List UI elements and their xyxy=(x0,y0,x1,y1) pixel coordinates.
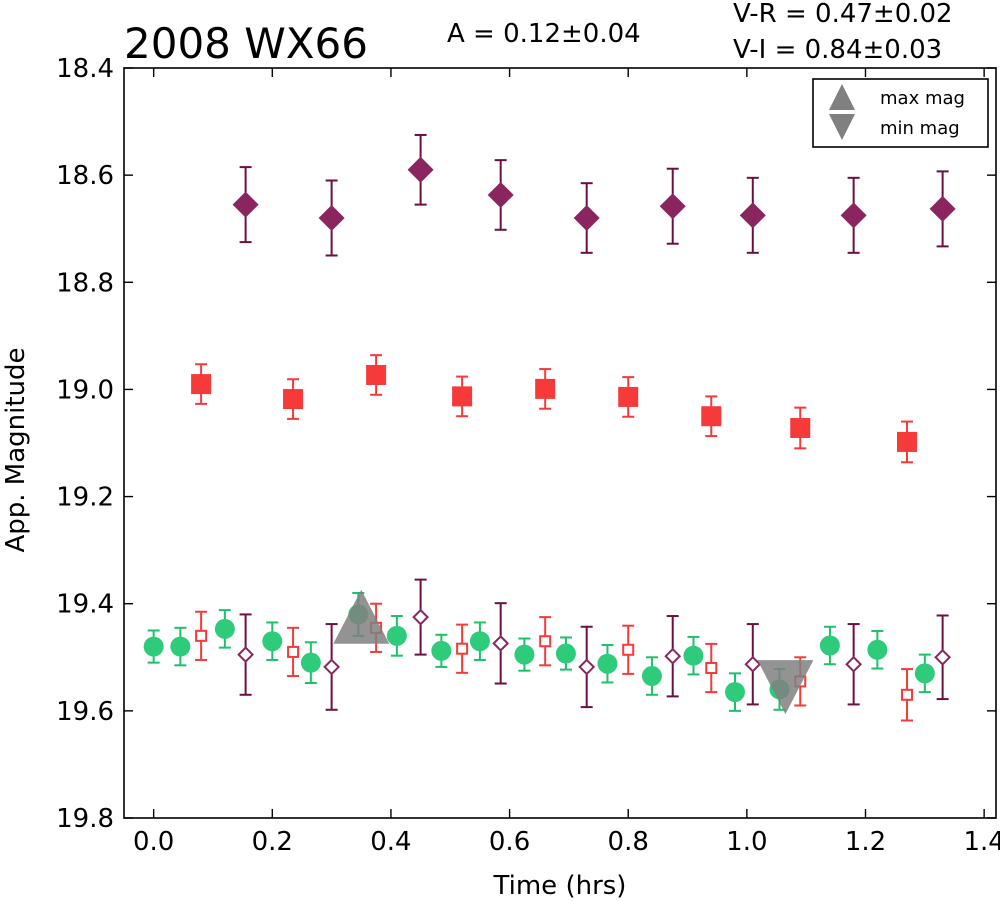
legend-min-mag-marker xyxy=(829,114,855,140)
diamond-point xyxy=(659,193,686,220)
x-tick-label: 0.2 xyxy=(252,827,293,857)
plot-frame xyxy=(123,67,997,819)
open-square-point xyxy=(195,629,208,642)
diamond-point xyxy=(840,202,867,229)
circle-point xyxy=(914,663,935,684)
max-mag-marker xyxy=(333,589,390,644)
circle-point xyxy=(262,631,283,652)
y-tick-label: 18.8 xyxy=(56,268,114,298)
x-tick-label: 0.6 xyxy=(489,827,530,857)
open-square-point xyxy=(622,643,635,656)
x-tick-label: 0.8 xyxy=(608,827,649,857)
square-point xyxy=(366,364,387,385)
diamond-point xyxy=(318,205,345,231)
open-diamond-point xyxy=(492,634,510,652)
diamond-point xyxy=(929,195,956,222)
legend-max-mag-marker xyxy=(829,84,855,110)
y-axis-label: App. Magnitude xyxy=(1,347,31,552)
legend-min-mag-label: min mag xyxy=(880,118,960,139)
circle-point xyxy=(431,640,452,661)
open-diamond-point xyxy=(934,648,952,666)
diamond-point xyxy=(487,181,514,208)
circle-point xyxy=(641,666,662,687)
x-tick-label: 0.4 xyxy=(370,827,411,857)
diamond-point xyxy=(573,205,600,231)
circle-point xyxy=(514,644,535,665)
circle-point xyxy=(214,618,235,639)
x-tick-label: 0.0 xyxy=(133,827,174,857)
axis-ticks: 0.0 0.2 0.4 0.6 0.8 1.0 1.2 1.4 18.4 18.6 18.8 19.0… xyxy=(56,54,1000,857)
y-tick-label: 19.6 xyxy=(56,697,114,727)
circle-point xyxy=(597,653,618,674)
open-square-point xyxy=(287,645,300,658)
open-diamond-point xyxy=(237,646,255,664)
open-diamond-point xyxy=(744,655,762,673)
square-point xyxy=(283,389,304,410)
open-square-point xyxy=(456,642,469,655)
vr-color-annotation: V-R = 0.47±0.02 xyxy=(733,0,953,29)
x-axis-label: Time (hrs) xyxy=(493,871,627,901)
open-diamond-point xyxy=(578,658,596,676)
square-point xyxy=(701,406,722,427)
square-point xyxy=(535,378,556,399)
y-tick-label: 19.8 xyxy=(56,804,114,834)
open-diamond-point xyxy=(412,608,430,626)
legend: max mag min mag xyxy=(812,78,989,148)
chart-title: 2008 WX66 xyxy=(124,19,368,68)
square-point xyxy=(790,418,811,438)
open-diamond-point xyxy=(323,658,341,676)
amplitude-annotation: A = 0.12±0.04 xyxy=(447,19,641,49)
diamond-point xyxy=(232,191,259,218)
square-point xyxy=(191,374,212,395)
open-diamond-point xyxy=(845,655,863,673)
min-mag-marker xyxy=(757,660,814,715)
x-tick-label: 1.0 xyxy=(726,827,767,857)
square-point xyxy=(452,386,473,407)
circle-point xyxy=(819,635,840,656)
circle-point xyxy=(724,682,745,703)
diamond-point xyxy=(407,156,434,183)
x-tick-label: 1.4 xyxy=(963,827,1000,857)
y-tick-label: 19.4 xyxy=(56,590,114,620)
x-tick-label: 1.2 xyxy=(845,827,886,857)
circle-point xyxy=(555,643,576,664)
circle-point xyxy=(170,636,191,657)
y-tick-label: 18.4 xyxy=(56,54,114,84)
circle-point xyxy=(300,652,321,673)
circle-point xyxy=(386,625,407,646)
circle-point xyxy=(143,636,164,657)
y-tick-label: 18.6 xyxy=(56,161,114,191)
vi-color-annotation: V-I = 0.84±0.03 xyxy=(733,35,942,65)
open-diamond-point xyxy=(664,647,682,665)
y-tick-label: 19.2 xyxy=(56,483,114,513)
square-point xyxy=(897,431,918,452)
y-tick-label: 19.0 xyxy=(56,375,114,405)
data-marks xyxy=(143,133,956,722)
open-square-point xyxy=(705,662,718,674)
square-point xyxy=(618,386,639,407)
diamond-point xyxy=(739,202,766,229)
circle-point xyxy=(683,645,704,666)
open-square-point xyxy=(901,688,914,701)
legend-max-mag-label: max mag xyxy=(880,88,965,109)
circle-point xyxy=(867,639,888,660)
circle-point xyxy=(469,631,490,652)
open-square-point xyxy=(539,635,552,648)
